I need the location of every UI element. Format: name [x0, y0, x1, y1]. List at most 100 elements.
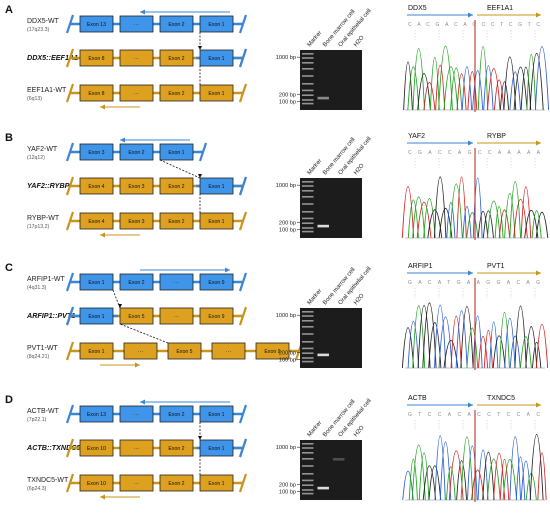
trace-peak	[407, 320, 420, 369]
breakpoint-arrowhead	[198, 436, 202, 440]
trace-peak	[520, 460, 532, 501]
gene-a-line-cap-right	[238, 272, 248, 292]
fusion-exon-label: Exon 9	[208, 314, 224, 320]
trace-peak	[456, 460, 468, 501]
gene-a-exon-label: ···	[174, 280, 179, 286]
ladder-band	[302, 352, 314, 354]
trace-peak	[531, 210, 542, 239]
gene-b-line-cap-left	[65, 473, 75, 493]
gene-b-exon-label: Exon 1	[208, 91, 224, 97]
trace-peak	[403, 61, 413, 111]
gene-b-locus: (6q13)	[27, 96, 42, 102]
chrom-sequence: GTCCACACCTCCAC	[408, 412, 540, 418]
fusion-name: ARFIP1::PVT1	[26, 311, 75, 320]
trace-peak	[483, 330, 493, 369]
panel-a: A DDX5-WT (17q23.3) Exon 13 ··· Exon 2 Exon 1 D…	[5, 4, 550, 112]
trace-peak	[467, 71, 478, 111]
trace-peak	[433, 176, 447, 239]
trace-peak	[525, 326, 538, 369]
fusion-exon	[119, 307, 154, 325]
panel-letter: D	[5, 394, 13, 406]
trace-peak	[502, 459, 518, 501]
trace-peak	[467, 445, 478, 501]
ladder-band	[302, 57, 314, 59]
gene-b-line-cap-right	[238, 211, 248, 231]
panel-c: C ARFIP1-WT (4q31.3) Exon 1 Exon 2 ··· Exon 9 A…	[5, 262, 549, 370]
gene-b-line-cap-left	[65, 83, 75, 103]
trace-peak	[461, 66, 473, 111]
fusion-cap-blue	[238, 176, 248, 196]
panel-letter: B	[5, 132, 13, 144]
fusion-exon-label: ···	[134, 56, 139, 62]
trace-peak	[472, 70, 484, 111]
ladder-band	[302, 326, 314, 328]
fusion-exon-label: ···	[174, 314, 179, 320]
trace-peak	[532, 342, 542, 369]
fusion-exon	[159, 49, 194, 67]
chrom-gene-right: PVT1	[487, 263, 505, 270]
ladder-band	[302, 320, 314, 322]
trace-peak	[477, 46, 489, 111]
ladder-size-label: 100 bp	[279, 228, 296, 234]
gel-image	[300, 308, 362, 368]
ladder-band	[302, 489, 314, 491]
trace-peak	[504, 192, 516, 239]
gene-b-exon-label: Exon 2	[168, 219, 184, 225]
ladder-band	[302, 190, 314, 192]
gene-b-line-cap-left	[65, 341, 75, 361]
trace-peak	[509, 335, 521, 369]
chrom-gene-right: EEF1A1	[487, 5, 513, 12]
ladder-size-label: 1000 bp	[276, 313, 296, 319]
gene-a-direction-arrow-head	[225, 267, 230, 273]
gene-a-exon-label: Exon 2	[128, 150, 144, 156]
gene-a-exon	[159, 143, 194, 161]
gene-b-exon-label: ···	[138, 349, 143, 355]
gene-a-direction-arrow-head	[140, 399, 145, 405]
fusion-exon	[159, 177, 194, 195]
ladder-size-label: 100 bp	[279, 100, 296, 106]
gel-lane-label: Marker	[307, 158, 324, 176]
gene-a-exon	[119, 273, 154, 291]
trace-peak	[411, 444, 426, 501]
trace-peak	[515, 456, 526, 501]
gene-b-exon-label: Exon 1	[208, 481, 224, 487]
gene-a-line-cap-right	[238, 14, 248, 34]
trace-peak	[503, 56, 517, 111]
chrom-arrow-right-head	[536, 270, 541, 276]
trace-peak	[471, 469, 485, 501]
trace-peak	[423, 198, 436, 239]
ladder-band	[302, 492, 314, 495]
gene-a-exon-label: Exon 9	[208, 280, 224, 286]
gene-a-line-cap-left	[65, 272, 75, 292]
gene-a-exon-label: Exon 1	[88, 280, 104, 286]
gene-a-line-cap-left	[65, 404, 75, 424]
trace-peak	[407, 199, 419, 239]
trace-peak	[443, 66, 459, 111]
ladder-band	[302, 347, 314, 350]
ladder-band	[302, 211, 314, 213]
trace-peak	[535, 324, 549, 369]
trace-peak	[535, 212, 549, 239]
gene-b-direction-arrow-head	[100, 494, 105, 500]
chrom-sequence: GACATGAAGGACAG	[408, 280, 540, 286]
gel-lane-label: Marker	[307, 420, 324, 438]
ladder-band	[302, 227, 314, 229]
trace-peak	[477, 211, 489, 239]
gene-a-line-cap-left	[65, 14, 75, 34]
gene-b-exon-label: ···	[134, 91, 139, 97]
ladder-band	[302, 443, 314, 445]
gene-a-exon	[79, 15, 114, 33]
chrom-arrow-left-head	[468, 270, 473, 276]
fusion-line-cap-right	[238, 306, 248, 326]
ladder-band	[302, 447, 314, 449]
fusion-exon-label: ···	[134, 446, 139, 452]
gene-a-exon-label: ···	[134, 22, 139, 28]
fusion-exon	[159, 439, 194, 457]
trace-peak	[434, 435, 446, 501]
chrom-sequence: CGACCAGCCAAAAA	[408, 150, 541, 156]
gene-a-exon	[159, 273, 194, 291]
trace-peak	[498, 209, 511, 239]
gene-a-exon	[79, 405, 114, 423]
fusion-exon-label: Exon 10	[87, 446, 106, 452]
gene-a-locus: (7p22.1)	[27, 417, 47, 423]
